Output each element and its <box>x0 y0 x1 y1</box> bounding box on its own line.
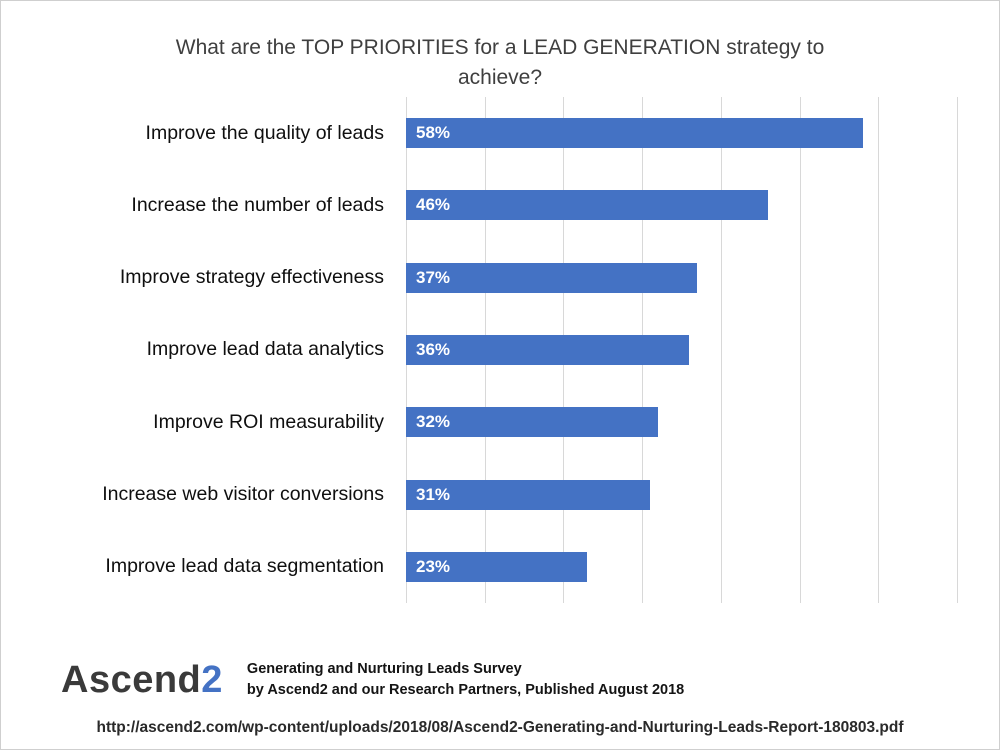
value-label: 37% <box>416 267 451 287</box>
gridline <box>720 97 722 603</box>
category-label: Improve lead data segmentation <box>105 555 384 578</box>
chart-title: What are the TOP PRIORITIES for a LEAD G… <box>175 36 825 90</box>
gridline <box>878 97 880 603</box>
chart-row: Increase web visitor conversions 31% <box>1 458 999 530</box>
bar: 23% <box>406 551 588 582</box>
source-url[interactable]: http://ascend2.com/wp-content/uploads/20… <box>96 719 904 736</box>
bar: 32% <box>406 407 658 438</box>
bar-track: 31% <box>406 479 957 510</box>
survey-info: Generating and Nurturing Leads Survey by… <box>247 659 684 701</box>
bar: 46% <box>406 190 769 221</box>
category-label: Improve ROI measurability <box>153 410 384 433</box>
chart-row: Improve strategy effectiveness 37% <box>1 242 999 314</box>
gridline <box>957 97 958 603</box>
ascend2-logo: Ascend2 <box>61 661 223 699</box>
category-label: Improve strategy effectiveness <box>119 266 384 289</box>
category-label: Increase web visitor conversions <box>102 483 384 506</box>
bar: 31% <box>406 479 650 510</box>
value-label: 32% <box>416 412 451 432</box>
bar: 36% <box>406 334 690 365</box>
survey-byline: by Ascend2 and our Research Partners, Pu… <box>246 681 685 698</box>
bar-track: 36% <box>406 334 957 365</box>
chart-row: Increase the number of leads 46% <box>1 169 999 241</box>
category-label: Improve the quality of leads <box>145 121 384 144</box>
value-label: 31% <box>416 484 451 504</box>
value-label: 23% <box>416 556 451 576</box>
bar-track: 37% <box>406 262 957 293</box>
footer: Ascend2 Generating and Nurturing Leads S… <box>61 659 684 701</box>
chart-rows: Improve the quality of leads 58% Increase … <box>1 97 999 603</box>
bar-track: 58% <box>406 118 957 149</box>
survey-title: Generating and Nurturing Leads Survey <box>246 660 522 677</box>
bar-track: 46% <box>406 190 957 221</box>
gridline <box>799 97 801 603</box>
bar: 37% <box>406 262 698 293</box>
value-label: 46% <box>416 195 451 215</box>
chart-row: Improve the quality of leads 58% <box>1 97 999 169</box>
bar-chart: Improve the quality of leads 58% Increase … <box>1 97 999 603</box>
chart-row: Improve lead data analytics 36% <box>1 314 999 386</box>
bar: 58% <box>406 118 863 149</box>
category-label: Increase the number of leads <box>131 193 384 216</box>
logo-text-accent: 2 <box>201 658 223 701</box>
bar-track: 23% <box>406 551 957 582</box>
logo-text-main: Ascend <box>61 658 202 701</box>
chart-row: Improve lead data segmentation 23% <box>1 531 999 603</box>
category-label: Improve lead data analytics <box>146 338 384 361</box>
bar-track: 32% <box>406 407 957 438</box>
value-label: 58% <box>416 123 451 143</box>
chart-row: Improve ROI measurability 32% <box>1 386 999 458</box>
value-label: 36% <box>416 339 451 359</box>
